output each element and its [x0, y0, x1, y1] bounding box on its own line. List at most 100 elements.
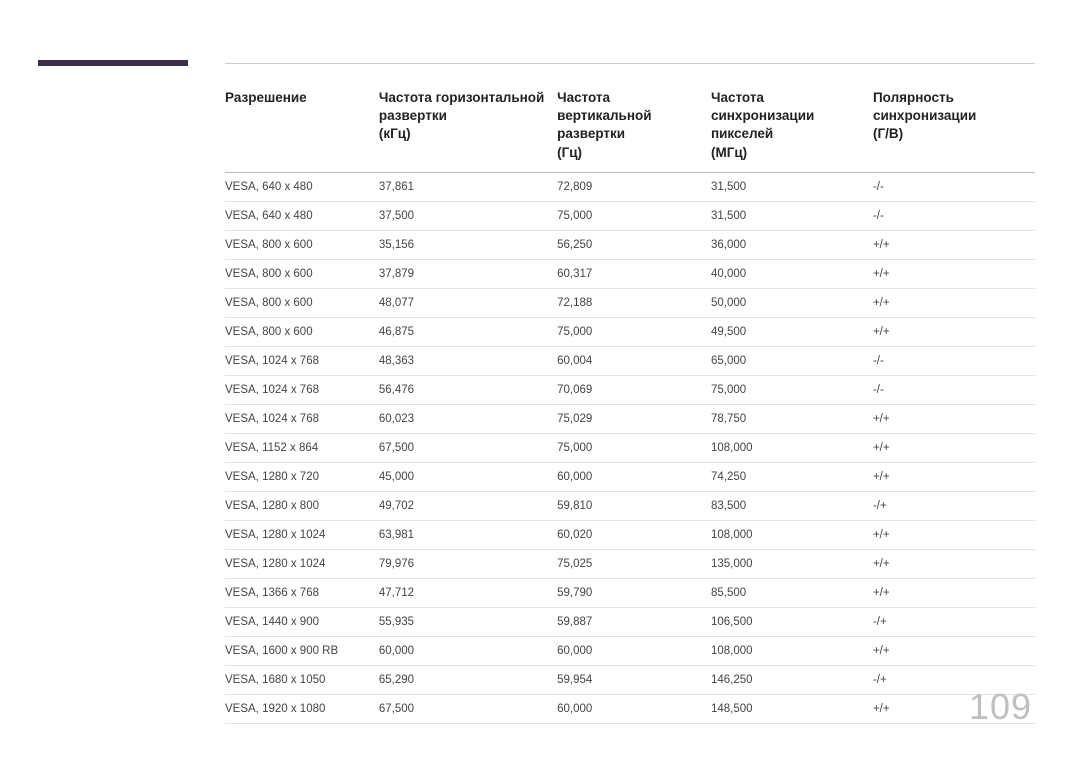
- table-cell: 106,500: [711, 607, 873, 636]
- table-row: VESA, 1280 x 80049,70259,81083,500-/+: [225, 491, 1035, 520]
- table-cell: +/+: [873, 404, 1035, 433]
- table-cell: 55,935: [379, 607, 557, 636]
- table-cell: 85,500: [711, 578, 873, 607]
- table-cell: 75,000: [711, 375, 873, 404]
- table-cell: +/+: [873, 259, 1035, 288]
- modes-table: РазрешениеЧастота горизонтальной разверт…: [225, 85, 1035, 724]
- table-cell: 75,000: [557, 201, 711, 230]
- table-row: VESA, 800 x 60037,87960,31740,000+/+: [225, 259, 1035, 288]
- table-row: VESA, 1680 x 105065,29059,954146,250-/+: [225, 665, 1035, 694]
- table-cell: 79,976: [379, 549, 557, 578]
- table-row: VESA, 800 x 60035,15656,25036,000+/+: [225, 230, 1035, 259]
- table-cell: VESA, 1366 x 768: [225, 578, 379, 607]
- table-cell: 108,000: [711, 520, 873, 549]
- table-cell: VESA, 800 x 600: [225, 317, 379, 346]
- table-row: VESA, 800 x 60046,87575,00049,500+/+: [225, 317, 1035, 346]
- table-cell: 40,000: [711, 259, 873, 288]
- table-cell: 60,000: [557, 694, 711, 723]
- table-cell: 36,000: [711, 230, 873, 259]
- column-header-0: Разрешение: [225, 85, 379, 172]
- table-body: VESA, 640 x 48037,86172,80931,500-/-VESA…: [225, 172, 1035, 723]
- table-row: VESA, 1024 x 76856,47670,06975,000-/-: [225, 375, 1035, 404]
- table-cell: 75,000: [557, 317, 711, 346]
- table-cell: 67,500: [379, 694, 557, 723]
- table-cell: 78,750: [711, 404, 873, 433]
- table-cell: 83,500: [711, 491, 873, 520]
- table-cell: 48,363: [379, 346, 557, 375]
- column-header-1: Частота горизонтальной развертки(кГц): [379, 85, 557, 172]
- table-cell: VESA, 800 x 600: [225, 288, 379, 317]
- table-row: VESA, 1600 x 900 RB60,00060,000108,000+/…: [225, 636, 1035, 665]
- table-cell: +/+: [873, 317, 1035, 346]
- table-cell: 60,004: [557, 346, 711, 375]
- table-cell: 48,077: [379, 288, 557, 317]
- table-cell: 59,810: [557, 491, 711, 520]
- table-cell: 59,790: [557, 578, 711, 607]
- table-cell: VESA, 640 x 480: [225, 201, 379, 230]
- table-cell: 60,023: [379, 404, 557, 433]
- table-cell: 148,500: [711, 694, 873, 723]
- table-cell: 60,000: [557, 462, 711, 491]
- table-cell: 37,861: [379, 172, 557, 201]
- table-row: VESA, 1280 x 102479,97675,025135,000+/+: [225, 549, 1035, 578]
- table-cell: +/+: [873, 636, 1035, 665]
- table-row: VESA, 1440 x 90055,93559,887106,500-/+: [225, 607, 1035, 636]
- table-cell: 75,000: [557, 433, 711, 462]
- table-cell: VESA, 1152 x 864: [225, 433, 379, 462]
- table-cell: -/-: [873, 346, 1035, 375]
- table-cell: 37,500: [379, 201, 557, 230]
- table-cell: 60,000: [557, 636, 711, 665]
- table-row: VESA, 1024 x 76860,02375,02978,750+/+: [225, 404, 1035, 433]
- top-rule: [225, 63, 1035, 64]
- column-header-2: Частота вертикальной развертки(Гц): [557, 85, 711, 172]
- table-cell: VESA, 1280 x 1024: [225, 549, 379, 578]
- table-cell: 67,500: [379, 433, 557, 462]
- page-number: 109: [969, 686, 1032, 728]
- table-cell: 49,702: [379, 491, 557, 520]
- table-cell: 75,025: [557, 549, 711, 578]
- table-cell: VESA, 1280 x 1024: [225, 520, 379, 549]
- table-row: VESA, 640 x 48037,50075,00031,500-/-: [225, 201, 1035, 230]
- table-cell: 135,000: [711, 549, 873, 578]
- table-row: VESA, 1024 x 76848,36360,00465,000-/-: [225, 346, 1035, 375]
- table-cell: -/+: [873, 491, 1035, 520]
- table-cell: VESA, 640 x 480: [225, 172, 379, 201]
- accent-bar: [38, 60, 188, 66]
- table-cell: 50,000: [711, 288, 873, 317]
- table-cell: 65,290: [379, 665, 557, 694]
- table-cell: 47,712: [379, 578, 557, 607]
- table-cell: 31,500: [711, 172, 873, 201]
- table-cell: 108,000: [711, 433, 873, 462]
- table-cell: -/-: [873, 375, 1035, 404]
- table-cell: VESA, 1440 x 900: [225, 607, 379, 636]
- table-cell: 45,000: [379, 462, 557, 491]
- table-cell: 65,000: [711, 346, 873, 375]
- table-row: VESA, 640 x 48037,86172,80931,500-/-: [225, 172, 1035, 201]
- table-row: VESA, 1280 x 72045,00060,00074,250+/+: [225, 462, 1035, 491]
- table-cell: +/+: [873, 433, 1035, 462]
- table-cell: 49,500: [711, 317, 873, 346]
- table-row: VESA, 800 x 60048,07772,18850,000+/+: [225, 288, 1035, 317]
- table-row: VESA, 1280 x 102463,98160,020108,000+/+: [225, 520, 1035, 549]
- table-cell: 60,020: [557, 520, 711, 549]
- table-cell: 59,954: [557, 665, 711, 694]
- table-cell: +/+: [873, 520, 1035, 549]
- column-header-3: Частота синхронизации пикселей(МГц): [711, 85, 873, 172]
- table-cell: VESA, 1024 x 768: [225, 404, 379, 433]
- table-cell: 146,250: [711, 665, 873, 694]
- table-cell: 72,188: [557, 288, 711, 317]
- table-cell: VESA, 1600 x 900 RB: [225, 636, 379, 665]
- table-cell: 35,156: [379, 230, 557, 259]
- table-row: VESA, 1920 x 108067,50060,000148,500+/+: [225, 694, 1035, 723]
- table-cell: 75,029: [557, 404, 711, 433]
- table-cell: -/-: [873, 201, 1035, 230]
- content-area: РазрешениеЧастота горизонтальной разверт…: [225, 85, 1035, 724]
- table-cell: VESA, 1024 x 768: [225, 375, 379, 404]
- table-cell: +/+: [873, 288, 1035, 317]
- table-cell: 60,317: [557, 259, 711, 288]
- table-cell: VESA, 800 x 600: [225, 259, 379, 288]
- table-cell: 46,875: [379, 317, 557, 346]
- table-cell: VESA, 1680 x 1050: [225, 665, 379, 694]
- table-cell: -/-: [873, 172, 1035, 201]
- table-head: РазрешениеЧастота горизонтальной разверт…: [225, 85, 1035, 172]
